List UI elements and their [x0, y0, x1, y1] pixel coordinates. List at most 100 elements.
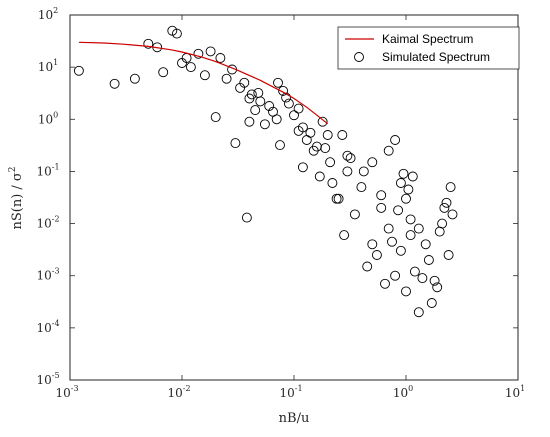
scatter-point — [405, 230, 416, 241]
scatter-point — [395, 178, 406, 188]
scatter-point — [314, 171, 325, 182]
scatter-point — [283, 98, 294, 109]
x-tick-label-2: 10-1 — [279, 384, 302, 400]
scatter-point — [215, 53, 226, 63]
scatter-point — [230, 138, 241, 149]
scatter-point — [193, 48, 204, 59]
kaimal-spectrum-line — [78, 41, 329, 125]
scatter-point — [420, 239, 431, 250]
x-axis-title: nB/u — [279, 411, 310, 426]
y-axis-title: nS(n) / σ2 — [8, 166, 25, 229]
scatter-point — [305, 127, 316, 138]
scatter-point — [437, 218, 448, 229]
scatter-point — [268, 106, 278, 117]
x-tick-label-0: 10-3 — [55, 384, 78, 400]
scatter-point — [443, 250, 454, 260]
scatter-point — [417, 273, 428, 284]
scatter-point — [407, 171, 418, 182]
scatter-point — [185, 62, 196, 73]
scatter-point — [210, 112, 221, 123]
legend-box — [337, 26, 520, 70]
y-tick-label-6: 101 — [38, 58, 58, 74]
scatter-point — [73, 65, 84, 76]
scatter-point — [177, 58, 187, 68]
scatter-point — [109, 78, 120, 89]
scatter-point — [393, 205, 404, 216]
y-tick-label-2: 10-3 — [36, 267, 59, 283]
scatter-point — [339, 230, 350, 241]
legend: Kaimal Spectrum Simulated Spectrum — [337, 26, 520, 70]
scatter-point — [367, 157, 378, 168]
scatter-point — [297, 122, 308, 133]
scatter-point — [398, 168, 409, 179]
scatter-points — [73, 25, 458, 318]
y-tick-label-3: 10-2 — [36, 215, 59, 231]
scatter-point — [293, 103, 304, 114]
scatter-point — [322, 130, 333, 140]
scatter-point — [342, 166, 353, 177]
y-axis-title-sup: 2 — [8, 166, 18, 172]
scatter-point — [278, 85, 289, 96]
y-tick-label-4: 10-1 — [36, 162, 59, 178]
scatter-point — [376, 202, 387, 213]
y-axis-title-text: nS(n) / σ — [10, 172, 25, 229]
scatter-point — [143, 38, 154, 49]
scatter-point — [171, 28, 182, 39]
scatter-point — [445, 182, 456, 193]
scatter-point — [275, 140, 285, 151]
y-tick-label-1: 10-4 — [36, 319, 59, 335]
scatter-point — [413, 223, 424, 234]
scatter-point — [255, 96, 266, 107]
scatter-point — [432, 282, 443, 293]
scatter-point — [327, 178, 338, 188]
scatter-point — [413, 307, 424, 318]
scatter-point — [362, 261, 373, 272]
scatter-point — [349, 209, 360, 220]
scatter-point — [383, 145, 394, 156]
scatter-point — [281, 92, 292, 103]
scatter-point — [376, 190, 387, 201]
scatter-point — [426, 298, 437, 308]
scatter-point — [342, 150, 353, 161]
scatter-point — [439, 202, 450, 213]
scatter-point — [297, 162, 308, 173]
legend-circle-swatch — [354, 52, 364, 62]
scatter-point — [405, 214, 416, 225]
scatter-point — [356, 182, 367, 193]
scatter-point — [239, 77, 250, 88]
scatter-point — [403, 184, 414, 195]
scatter-point — [241, 212, 252, 223]
scatter-point — [331, 193, 342, 204]
svg-text:nS(n) / σ2: nS(n) / σ2 — [8, 166, 25, 229]
scatter-point — [221, 73, 232, 84]
scatter-point — [253, 87, 264, 98]
scatter-point — [345, 153, 356, 164]
plot-frame — [69, 14, 519, 381]
scatter-point — [325, 157, 336, 168]
x-tick-label-4: 101 — [505, 384, 525, 400]
scatter-point — [429, 275, 440, 286]
scatter-point — [264, 101, 275, 111]
scatter-point — [181, 53, 192, 63]
legend-kaimal-label: Kaimal Spectrum — [382, 32, 473, 46]
scatter-point — [244, 116, 255, 127]
scatter-point — [441, 197, 452, 208]
scatter-point — [383, 223, 394, 234]
scatter-point — [273, 77, 283, 88]
scatter-point — [311, 141, 322, 152]
scatter-point — [337, 130, 348, 140]
scatter-point — [289, 110, 299, 121]
scatter-point — [358, 166, 369, 177]
scatter-point — [320, 143, 331, 154]
legend-simulated-label: Simulated Spectrum — [382, 50, 490, 64]
scatter-point — [199, 70, 210, 81]
scatter-point — [205, 46, 216, 57]
scatter-point — [401, 286, 411, 297]
scatter-point — [367, 239, 378, 250]
scatter-point — [390, 135, 401, 145]
x-tick-label-1: 10-2 — [167, 384, 190, 400]
scatter-point — [250, 105, 261, 116]
scatter-point — [447, 209, 458, 220]
y-tick-label-5: 100 — [38, 110, 58, 126]
